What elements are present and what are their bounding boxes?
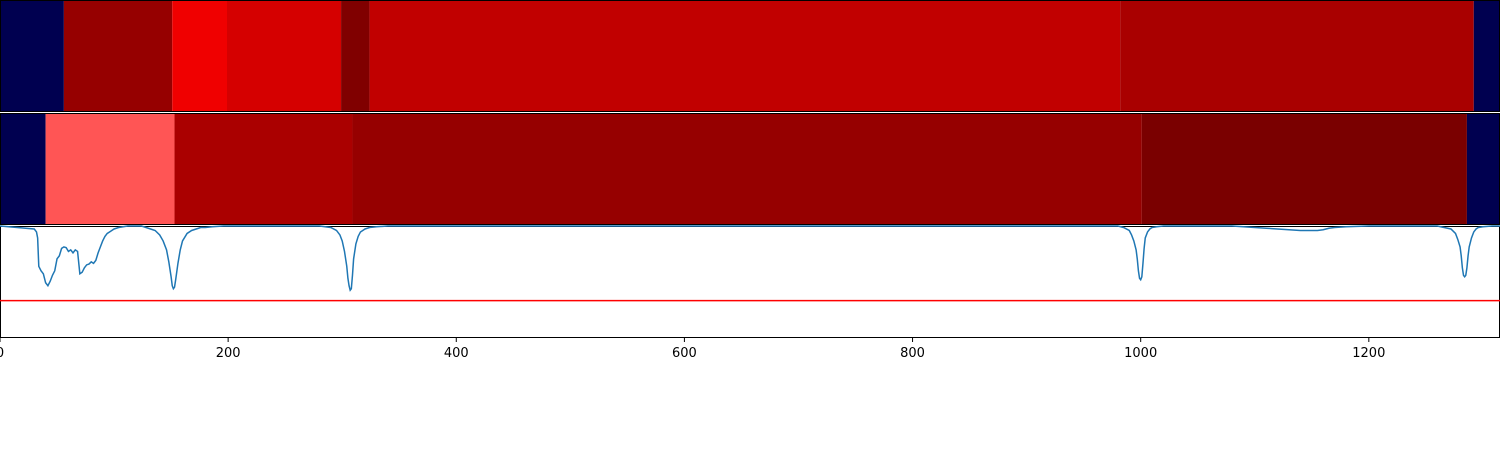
segment-1-6 — [369, 0, 1121, 112]
segment-2-4 — [352, 113, 1142, 225]
x-tick-label: 200 — [216, 346, 241, 361]
x-tick-label: 400 — [444, 346, 469, 361]
segment-1-2 — [63, 0, 173, 112]
x-tick-label: 600 — [672, 346, 697, 361]
segment-1-4 — [226, 0, 342, 112]
segment-2-3 — [174, 113, 353, 225]
plot-frame — [0, 226, 1500, 338]
segment-2-2 — [45, 113, 175, 225]
segment-2-1 — [0, 113, 46, 225]
x-tick-label: 0 — [0, 346, 4, 361]
segment-1-5 — [341, 0, 370, 112]
segment-1-7 — [1120, 0, 1474, 112]
segment-2-5 — [1141, 113, 1467, 225]
x-axis: 0 200 400 600 800 1000 1200 — [0, 338, 1385, 361]
x-tick-label: 1000 — [1124, 346, 1157, 361]
segment-1-1 — [0, 0, 64, 112]
segment-2-6 — [1466, 113, 1500, 225]
segment-1-3 — [172, 0, 227, 112]
series-line — [0, 225, 1500, 292]
heatmap-track-1 — [0, 0, 1500, 112]
heatmap-track-2 — [0, 113, 1500, 225]
x-tick-label: 800 — [900, 346, 925, 361]
line-track — [0, 225, 1500, 338]
segment-1-8 — [1473, 0, 1500, 112]
x-tick-label: 1200 — [1352, 346, 1385, 361]
